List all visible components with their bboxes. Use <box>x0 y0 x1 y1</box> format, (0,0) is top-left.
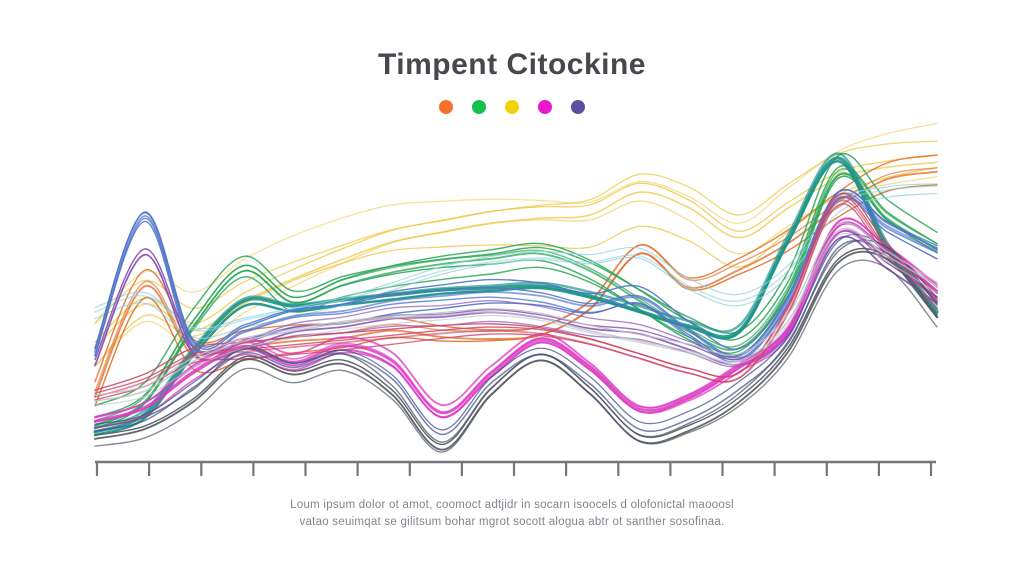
series-green-line <box>94 173 938 427</box>
legend-dot-purple <box>571 100 585 114</box>
caption-line-2: vatao seuimqat se gilitsum bohar mgrot s… <box>299 516 725 528</box>
series-navy-line <box>94 233 938 431</box>
legend-dot-green <box>472 100 486 114</box>
series-magenta-line <box>94 229 938 430</box>
series-silver-line <box>94 227 938 402</box>
series-navy-line <box>94 239 938 436</box>
series-cyan-line <box>94 185 938 332</box>
series-slate-line <box>94 247 938 446</box>
series-blue-line <box>94 188 938 351</box>
series-crimson-line <box>94 192 938 391</box>
series-gold-line <box>94 122 938 324</box>
chart-legend <box>0 100 1024 114</box>
legend-dot-magenta <box>538 100 552 114</box>
series-blue-line <box>94 192 938 358</box>
series-crimson-line <box>94 203 938 401</box>
caption-line-1: Loum ipsum dolor ot amot, coomoct adtjid… <box>290 499 734 511</box>
series-teal-line <box>93 156 939 434</box>
caption: Loum ipsum dolor ot amot, coomoct adtjid… <box>0 497 1024 531</box>
series-crimson-line <box>94 199 938 398</box>
series-gold-line <box>94 154 938 343</box>
series-green-line <box>94 152 938 407</box>
series-silver-line <box>94 222 938 396</box>
series-slate-line <box>94 259 938 453</box>
series-teal-line <box>93 160 939 437</box>
series-cyan-line <box>94 183 938 330</box>
legend-dot-yellow <box>505 100 519 114</box>
series-silver-line <box>94 232 938 407</box>
series-gold-line <box>94 176 938 368</box>
chart-title: Timpent Citockine <box>378 48 646 81</box>
legend-dot-orange <box>439 100 453 114</box>
series-green-line <box>94 168 938 422</box>
